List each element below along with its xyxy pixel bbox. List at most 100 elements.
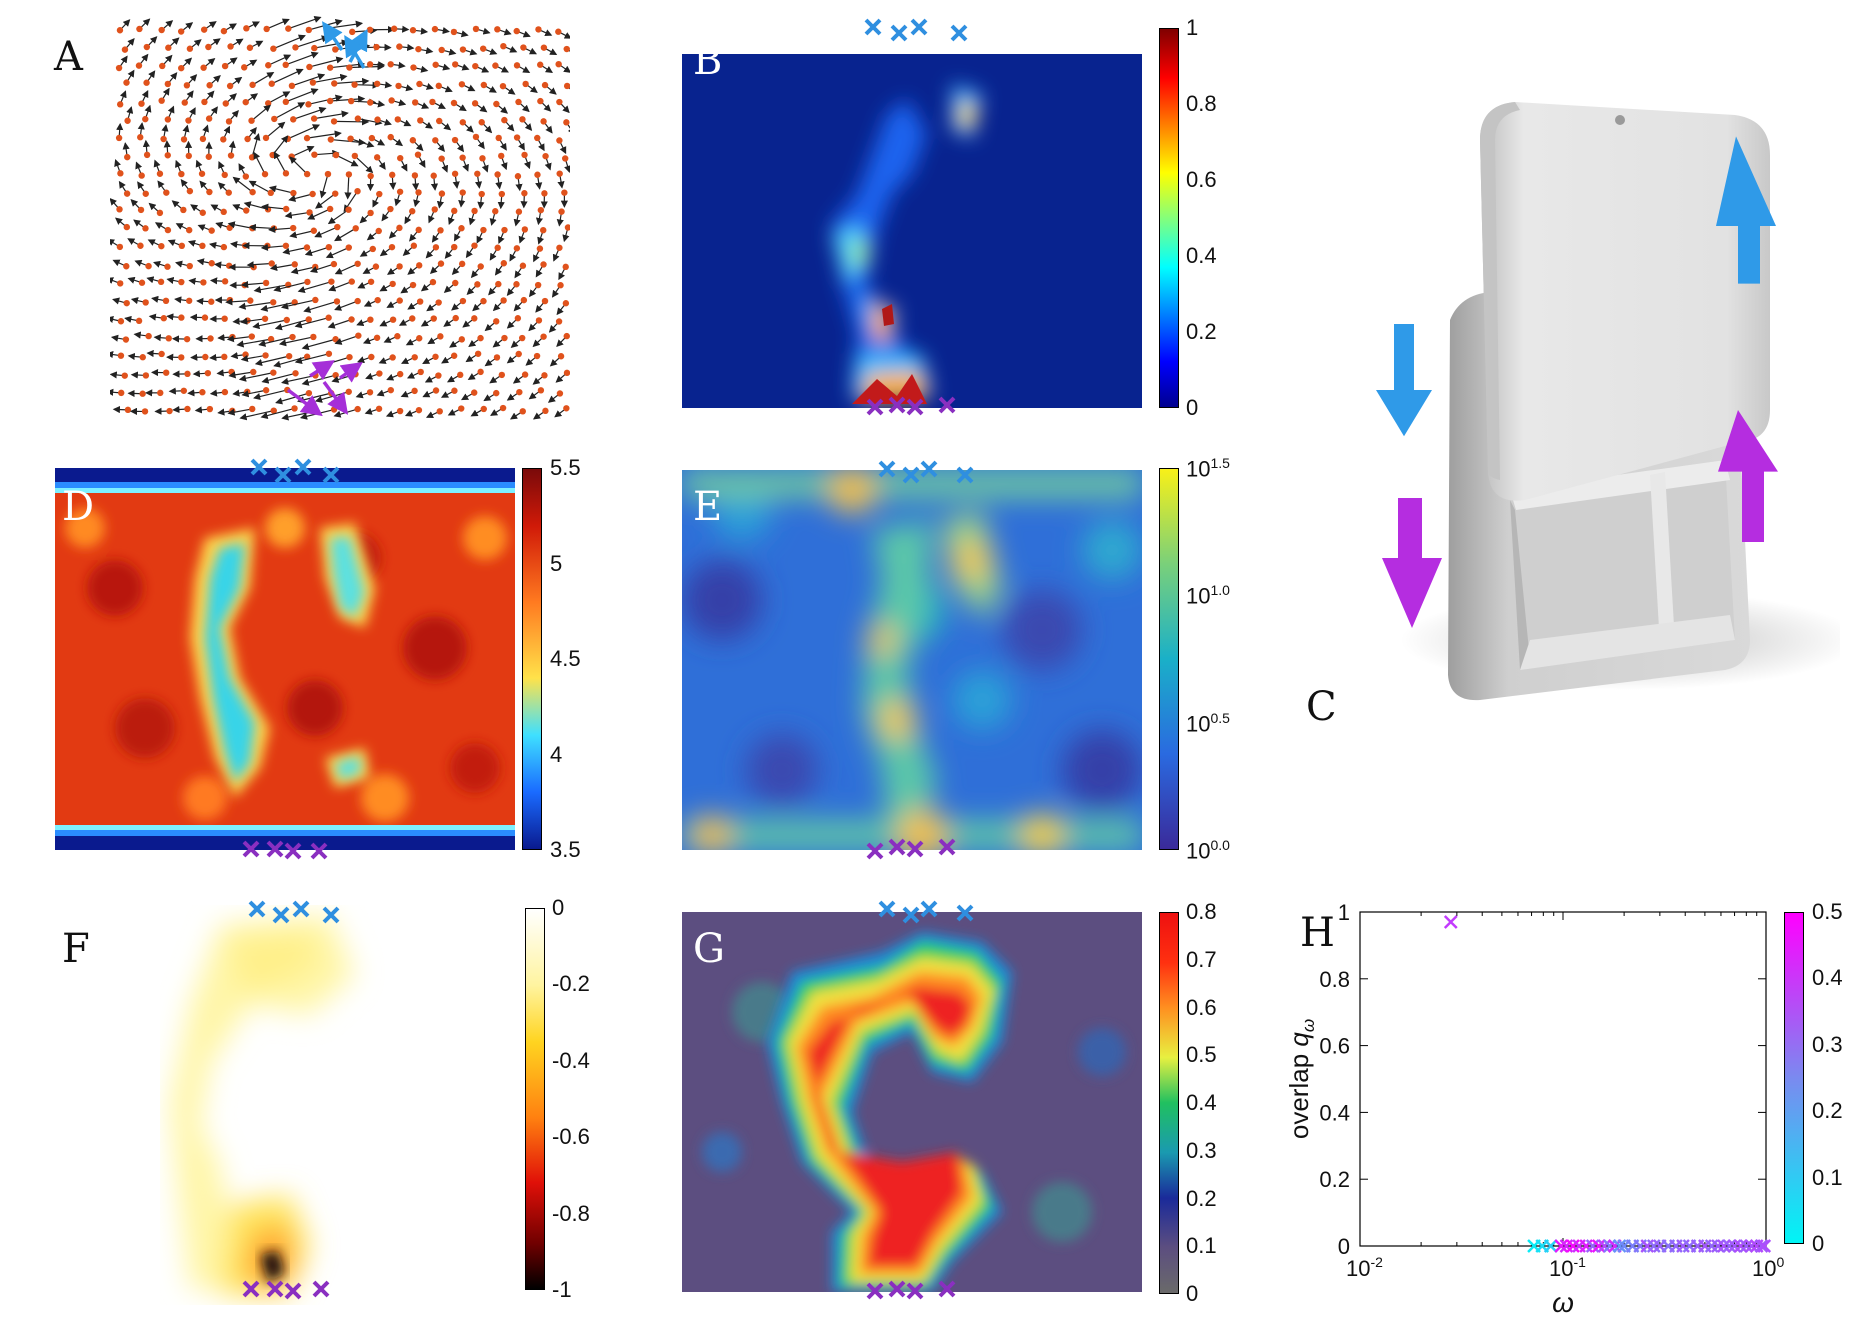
particle	[243, 99, 249, 105]
particle	[309, 191, 315, 197]
colorbar-f-tick: -0.2	[552, 971, 590, 997]
particle	[439, 190, 445, 196]
particle	[494, 26, 500, 32]
particle	[495, 135, 501, 141]
particle	[291, 405, 297, 411]
particle	[268, 190, 274, 196]
colorbar-g-tick: 0.2	[1186, 1186, 1217, 1212]
particle	[389, 354, 395, 360]
particle	[437, 227, 443, 233]
colorbar-b-tick: 0.6	[1186, 167, 1217, 193]
particle	[186, 227, 192, 233]
displacement-vector	[252, 105, 271, 120]
particle	[184, 371, 190, 377]
particle	[499, 191, 505, 197]
particle	[124, 118, 130, 124]
particle	[250, 369, 256, 375]
colorbar-h-tick: 0.4	[1812, 965, 1843, 991]
particle	[206, 115, 212, 121]
particle	[388, 134, 394, 140]
particle	[186, 298, 192, 304]
displacement-vector	[317, 357, 350, 367]
particle	[452, 61, 458, 67]
particle	[125, 407, 131, 413]
particle	[522, 226, 528, 232]
particle	[142, 225, 148, 231]
particle	[325, 171, 331, 177]
particle	[283, 206, 289, 212]
particle	[437, 408, 443, 414]
colorbar-d-tick: 5	[550, 551, 562, 577]
particle	[346, 354, 352, 360]
particle	[367, 389, 373, 395]
particle	[118, 390, 124, 396]
particle	[206, 189, 212, 195]
particle	[200, 210, 206, 216]
particle	[206, 154, 212, 160]
particle	[453, 315, 459, 321]
colorbar-g-tick: 0.4	[1186, 1090, 1217, 1116]
particle	[117, 280, 123, 286]
particle	[178, 65, 184, 71]
particle	[397, 371, 403, 377]
particle	[161, 315, 167, 321]
arrow-down-blue	[1376, 324, 1432, 436]
particle	[516, 389, 522, 395]
displacement-vector	[322, 174, 328, 197]
particle	[228, 152, 234, 158]
displacement-vector	[314, 113, 348, 119]
colorbar-g-tick: 0.1	[1186, 1233, 1217, 1259]
x-tick-label: 100	[1752, 1254, 1784, 1281]
panel-b	[682, 54, 1142, 408]
particle	[270, 45, 276, 51]
particle	[284, 317, 290, 323]
particle	[178, 171, 184, 177]
displacement-vector	[334, 81, 368, 84]
particle	[452, 280, 458, 286]
panel-f-heatmap	[160, 905, 390, 1305]
displacement-vector	[280, 337, 313, 344]
displacement-vector	[336, 264, 358, 274]
colorbar-g-tick: 0.6	[1186, 995, 1217, 1021]
displacement-vector	[234, 178, 253, 193]
particle	[157, 210, 163, 216]
particle	[163, 189, 169, 195]
displacement-vector	[292, 147, 314, 157]
particle	[312, 297, 318, 303]
particle	[437, 333, 443, 339]
particle	[432, 354, 438, 360]
particle	[368, 279, 374, 285]
particle	[124, 300, 130, 306]
particle	[199, 389, 205, 395]
particle	[519, 335, 525, 341]
particle	[492, 62, 498, 68]
particle	[432, 62, 438, 68]
particle	[265, 62, 271, 68]
displacement-vector	[274, 103, 304, 119]
particle	[480, 298, 486, 304]
particle	[409, 208, 415, 214]
particle	[451, 29, 457, 35]
particle	[397, 297, 403, 303]
displacement-vector	[329, 210, 349, 224]
particle	[537, 62, 543, 68]
particle	[184, 406, 190, 412]
particle	[389, 281, 395, 287]
particle	[179, 243, 185, 249]
particle	[143, 372, 149, 378]
particle	[221, 354, 227, 360]
particle	[180, 207, 186, 213]
particle	[201, 26, 207, 32]
particle	[439, 47, 445, 53]
particle	[263, 135, 269, 141]
displacement-vector	[316, 194, 335, 208]
displacement-vector	[348, 174, 349, 198]
particle	[226, 263, 232, 269]
particle	[263, 387, 269, 393]
particle	[563, 119, 569, 125]
particle	[137, 134, 143, 140]
particle	[306, 27, 312, 33]
particle	[205, 370, 211, 376]
particle	[388, 61, 394, 67]
particle	[500, 43, 506, 49]
